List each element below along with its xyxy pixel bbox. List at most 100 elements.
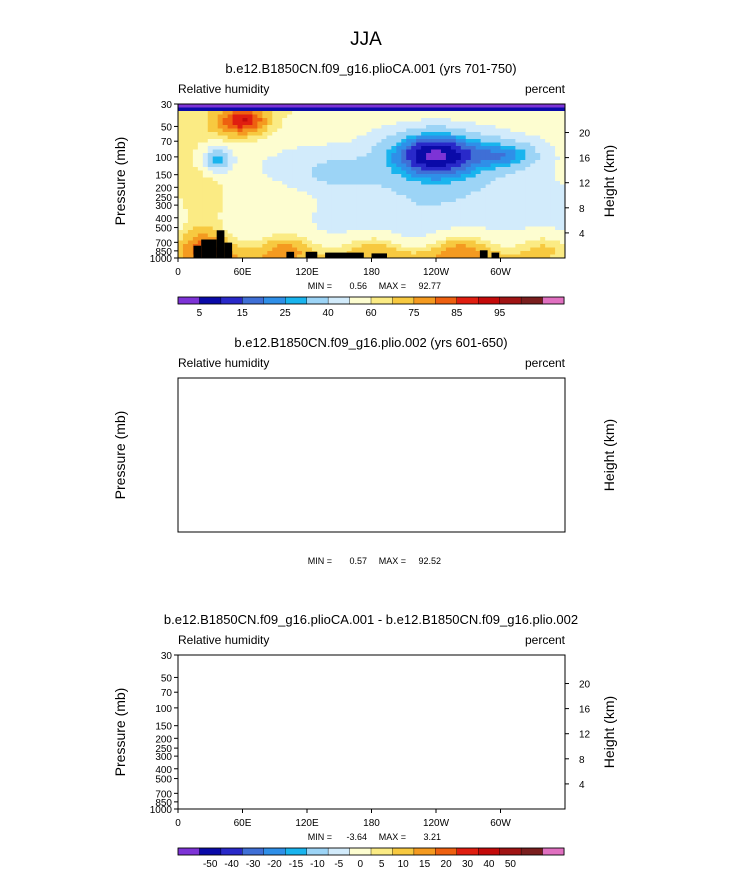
field-cell bbox=[426, 184, 432, 189]
field-cell bbox=[212, 163, 219, 168]
field-cell bbox=[366, 170, 373, 175]
field-cell bbox=[267, 174, 273, 179]
field-cell bbox=[515, 230, 521, 235]
field-cell bbox=[560, 107, 565, 112]
field-cell bbox=[213, 669, 219, 673]
field-cell bbox=[321, 191, 328, 196]
field-cell bbox=[490, 202, 497, 207]
field-cell bbox=[242, 191, 249, 196]
field-cell bbox=[307, 205, 313, 210]
field-cell bbox=[406, 209, 412, 214]
max-label: MAX = bbox=[379, 281, 406, 291]
field-cell bbox=[252, 202, 258, 207]
field-cell bbox=[217, 181, 224, 186]
field-cell bbox=[550, 701, 556, 705]
field-cell bbox=[331, 163, 338, 168]
field-cell bbox=[525, 198, 531, 203]
field-cell bbox=[416, 244, 422, 249]
field-cell bbox=[426, 247, 432, 252]
field-cell bbox=[347, 711, 353, 715]
field-cell bbox=[287, 697, 293, 701]
field-cell bbox=[550, 715, 556, 719]
field-cell bbox=[491, 715, 497, 719]
field-cell bbox=[228, 683, 234, 687]
field-cell bbox=[436, 111, 442, 116]
field-cell bbox=[431, 118, 437, 123]
field-cell bbox=[466, 662, 472, 666]
field-cell bbox=[455, 146, 462, 151]
field-cell bbox=[222, 142, 229, 147]
field-cell bbox=[480, 121, 487, 126]
field-cell bbox=[475, 160, 482, 165]
field-cell bbox=[336, 188, 343, 193]
field-cell bbox=[545, 114, 551, 119]
field-cell bbox=[396, 104, 402, 109]
field-cell bbox=[505, 188, 512, 193]
field-cell bbox=[326, 226, 333, 231]
field-cell bbox=[505, 219, 512, 224]
field-cell bbox=[540, 240, 546, 245]
field-cell bbox=[421, 683, 427, 687]
field-cell bbox=[495, 107, 502, 112]
field-cell bbox=[545, 139, 551, 144]
field-cell bbox=[426, 174, 432, 179]
field-cell bbox=[302, 177, 308, 182]
field-cell bbox=[208, 704, 214, 708]
field-cell bbox=[481, 697, 487, 701]
field-cell bbox=[311, 188, 318, 193]
field-cell bbox=[540, 659, 546, 663]
field-cell bbox=[187, 177, 194, 182]
field-cell bbox=[391, 118, 397, 123]
field-cell bbox=[466, 683, 472, 687]
field-cell bbox=[376, 715, 382, 719]
field-cell bbox=[540, 205, 546, 210]
field-cell bbox=[257, 153, 263, 158]
field-cell bbox=[297, 156, 303, 161]
field-cell bbox=[485, 128, 492, 133]
panel-middle: b.e12.B1850CN.f09_g16.plio.002 (yrs 601-… bbox=[112, 335, 617, 870]
field-cell bbox=[262, 128, 268, 133]
field-cell bbox=[307, 673, 313, 677]
field-cell bbox=[307, 226, 313, 231]
field-cell bbox=[262, 181, 268, 186]
field-cell bbox=[505, 170, 512, 175]
field-cell bbox=[277, 655, 283, 659]
field-cell bbox=[366, 251, 373, 256]
field-cell bbox=[187, 149, 194, 154]
field-cell bbox=[342, 687, 348, 691]
field-cell bbox=[183, 673, 189, 677]
field-cell bbox=[366, 195, 373, 200]
field-cell bbox=[208, 669, 214, 673]
field-cell bbox=[242, 254, 249, 258]
field-cell bbox=[540, 132, 546, 137]
field-cell bbox=[262, 167, 268, 172]
field-cell bbox=[307, 188, 313, 193]
field-cell bbox=[192, 139, 199, 144]
field-cell bbox=[470, 167, 477, 172]
field-cell bbox=[396, 254, 402, 258]
x-tick-label: 60E bbox=[234, 267, 252, 278]
field-cell bbox=[367, 680, 373, 684]
field-cell bbox=[470, 114, 477, 119]
field-cell bbox=[212, 223, 219, 228]
field-cell bbox=[262, 226, 268, 231]
field-cell bbox=[396, 142, 402, 147]
field-cell bbox=[232, 251, 239, 256]
field-cell bbox=[223, 694, 229, 698]
field-cell bbox=[292, 715, 298, 719]
field-cell bbox=[252, 680, 258, 684]
field-cell bbox=[326, 114, 333, 119]
field-cell bbox=[440, 195, 447, 200]
field-cell bbox=[436, 184, 442, 189]
field-cell bbox=[346, 163, 353, 168]
field-cell bbox=[560, 181, 565, 186]
field-cell bbox=[555, 701, 561, 705]
field-cell bbox=[371, 177, 378, 182]
field-cell bbox=[198, 673, 204, 677]
field-cell bbox=[450, 181, 457, 186]
field-cell bbox=[376, 139, 383, 144]
field-cell bbox=[321, 163, 328, 168]
field-cell bbox=[267, 107, 273, 112]
field-cell bbox=[426, 216, 432, 221]
field-cell bbox=[391, 191, 397, 196]
